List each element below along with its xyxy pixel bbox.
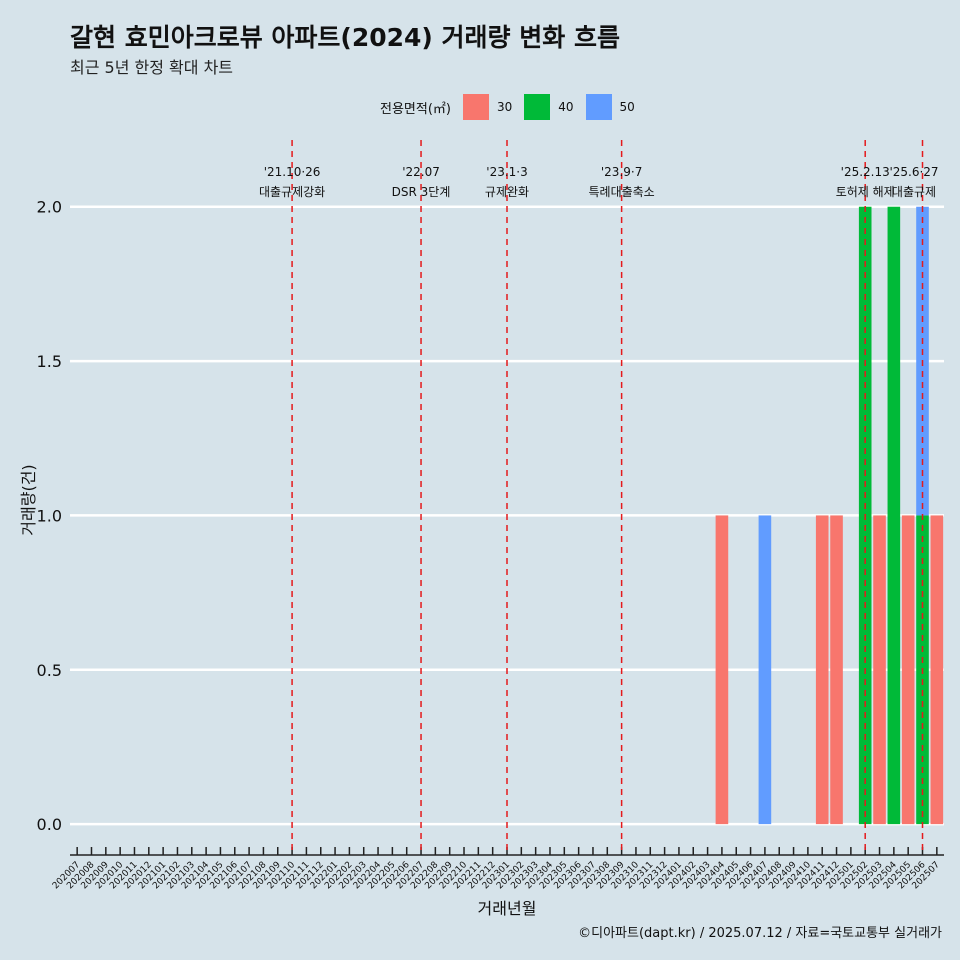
chart-title: 갈현 효민아크로뷰 아파트(2024) 거래량 변화 흐름 <box>70 23 620 52</box>
event-date-label: '23.1·3 <box>486 165 527 179</box>
y-tick-label: 1.5 <box>37 352 62 371</box>
bar-30-202503 <box>873 515 886 825</box>
event-desc-label: 토허제 해제 <box>836 185 895 199</box>
chart-subtitle: 최근 5년 한정 확대 차트 <box>70 58 234 77</box>
x-axis-title: 거래년월 <box>478 899 537 918</box>
bar-30-202411 <box>815 515 829 825</box>
event-desc-label: DSR 3단계 <box>392 185 451 199</box>
source-caption: ©디아파트(dapt.kr) / 2025.07.12 / 자료=국토교통부 실… <box>578 926 942 941</box>
legend-swatch-30 <box>462 94 489 120</box>
y-axis-title: 거래량(건) <box>19 464 38 535</box>
legend: 전용면적(㎡) 30 40 50 <box>380 93 641 121</box>
bar-40-202504 <box>887 206 901 825</box>
event-date-label: '21.10·26 <box>264 165 321 179</box>
legend-swatch-50 <box>585 94 612 120</box>
y-tick-label: 0.0 <box>37 815 62 834</box>
y-tick-label: 2.0 <box>37 198 62 217</box>
event-desc-label: 규제완화 <box>485 185 529 199</box>
bar-50-202407 <box>758 515 772 825</box>
bar-30-202412 <box>830 515 843 825</box>
event-date-label: '22.07 <box>402 165 440 179</box>
event-desc-label: 대출규제 <box>892 185 936 199</box>
bar-30-202505 <box>901 515 915 825</box>
event-date-label: '25.2.13 <box>841 165 890 179</box>
bar-30-202507 <box>930 515 944 825</box>
event-desc-label: 대출규제강화 <box>259 185 325 199</box>
legend-title: 전용면적(㎡) <box>380 101 451 117</box>
legend-swatch-40 <box>524 94 551 120</box>
event-date-label: '25.6·27 <box>889 165 938 179</box>
y-tick-label: 1.0 <box>37 506 62 525</box>
legend-label-40: 40 <box>558 100 574 114</box>
legend-item-30: 30 <box>462 94 513 120</box>
legend-label-50: 50 <box>619 100 635 114</box>
legend-label-30: 30 <box>496 100 513 114</box>
event-date-label: '23.9·7 <box>601 165 642 179</box>
legend-item-50: 50 <box>585 94 635 120</box>
legend-item-40: 40 <box>524 94 574 120</box>
y-tick-label: 0.5 <box>37 661 62 680</box>
event-desc-label: 특례대출축소 <box>588 185 654 199</box>
bar-30-202404 <box>715 515 729 825</box>
